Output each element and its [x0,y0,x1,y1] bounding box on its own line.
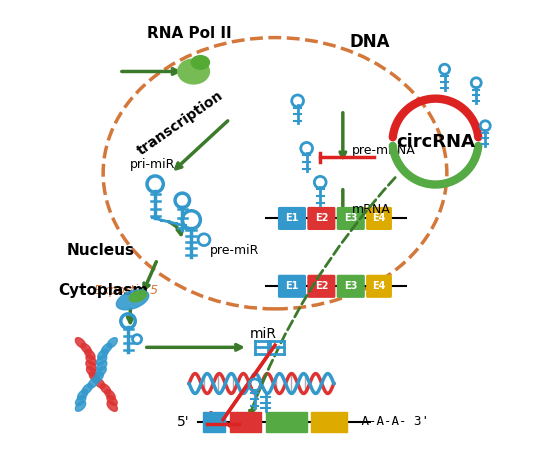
Ellipse shape [191,56,210,69]
Ellipse shape [86,355,96,365]
Bar [311,412,348,432]
Text: circRNA: circRNA [396,132,475,151]
Text: 5': 5' [177,415,189,429]
Ellipse shape [75,338,86,348]
Ellipse shape [96,355,107,365]
Ellipse shape [88,378,98,388]
Text: DNA: DNA [350,33,390,51]
Ellipse shape [75,395,86,405]
Ellipse shape [82,384,92,394]
Text: Cytoplasm: Cytoplasm [58,283,148,298]
Ellipse shape [78,389,88,400]
Ellipse shape [97,361,107,371]
FancyBboxPatch shape [279,207,305,229]
Ellipse shape [95,378,105,388]
Ellipse shape [105,389,115,400]
Text: mRNA: mRNA [352,203,390,216]
FancyBboxPatch shape [337,275,364,297]
Ellipse shape [75,401,86,411]
Ellipse shape [107,338,117,348]
Ellipse shape [129,291,147,302]
Text: E4: E4 [372,213,386,223]
Bar [266,412,307,432]
Ellipse shape [86,361,96,371]
Text: RNA Pol II: RNA Pol II [147,25,232,40]
Text: miR: miR [250,327,277,341]
Ellipse shape [89,372,100,383]
Ellipse shape [101,344,112,354]
Text: transcription: transcription [134,89,225,158]
Text: E2: E2 [315,213,328,223]
FancyBboxPatch shape [367,275,391,297]
Ellipse shape [107,395,117,405]
Text: pri-miR: pri-miR [130,158,175,171]
Text: -A-A-A- 3': -A-A-A- 3' [354,415,429,429]
Ellipse shape [81,344,91,354]
Bar [230,412,261,432]
Ellipse shape [100,384,111,394]
Ellipse shape [117,290,148,310]
Bar [202,412,226,432]
FancyBboxPatch shape [308,275,335,297]
Text: E3: E3 [344,281,358,291]
Text: pre-mRNA: pre-mRNA [352,144,416,157]
Text: E2: E2 [315,281,328,291]
Ellipse shape [93,372,103,383]
Text: Exportin 5: Exportin 5 [94,284,158,297]
Ellipse shape [107,401,117,411]
Ellipse shape [86,366,97,377]
Ellipse shape [98,349,108,359]
Ellipse shape [85,349,95,359]
Text: E3: E3 [344,213,358,223]
Ellipse shape [178,59,210,84]
Text: E1: E1 [285,213,299,223]
Text: pre-miR: pre-miR [210,243,259,257]
Text: Nucleus: Nucleus [67,243,135,258]
FancyBboxPatch shape [279,275,305,297]
FancyBboxPatch shape [308,207,335,229]
FancyBboxPatch shape [337,207,364,229]
Ellipse shape [96,366,106,377]
Text: E4: E4 [372,281,386,291]
FancyBboxPatch shape [367,207,391,229]
Text: E1: E1 [285,281,299,291]
